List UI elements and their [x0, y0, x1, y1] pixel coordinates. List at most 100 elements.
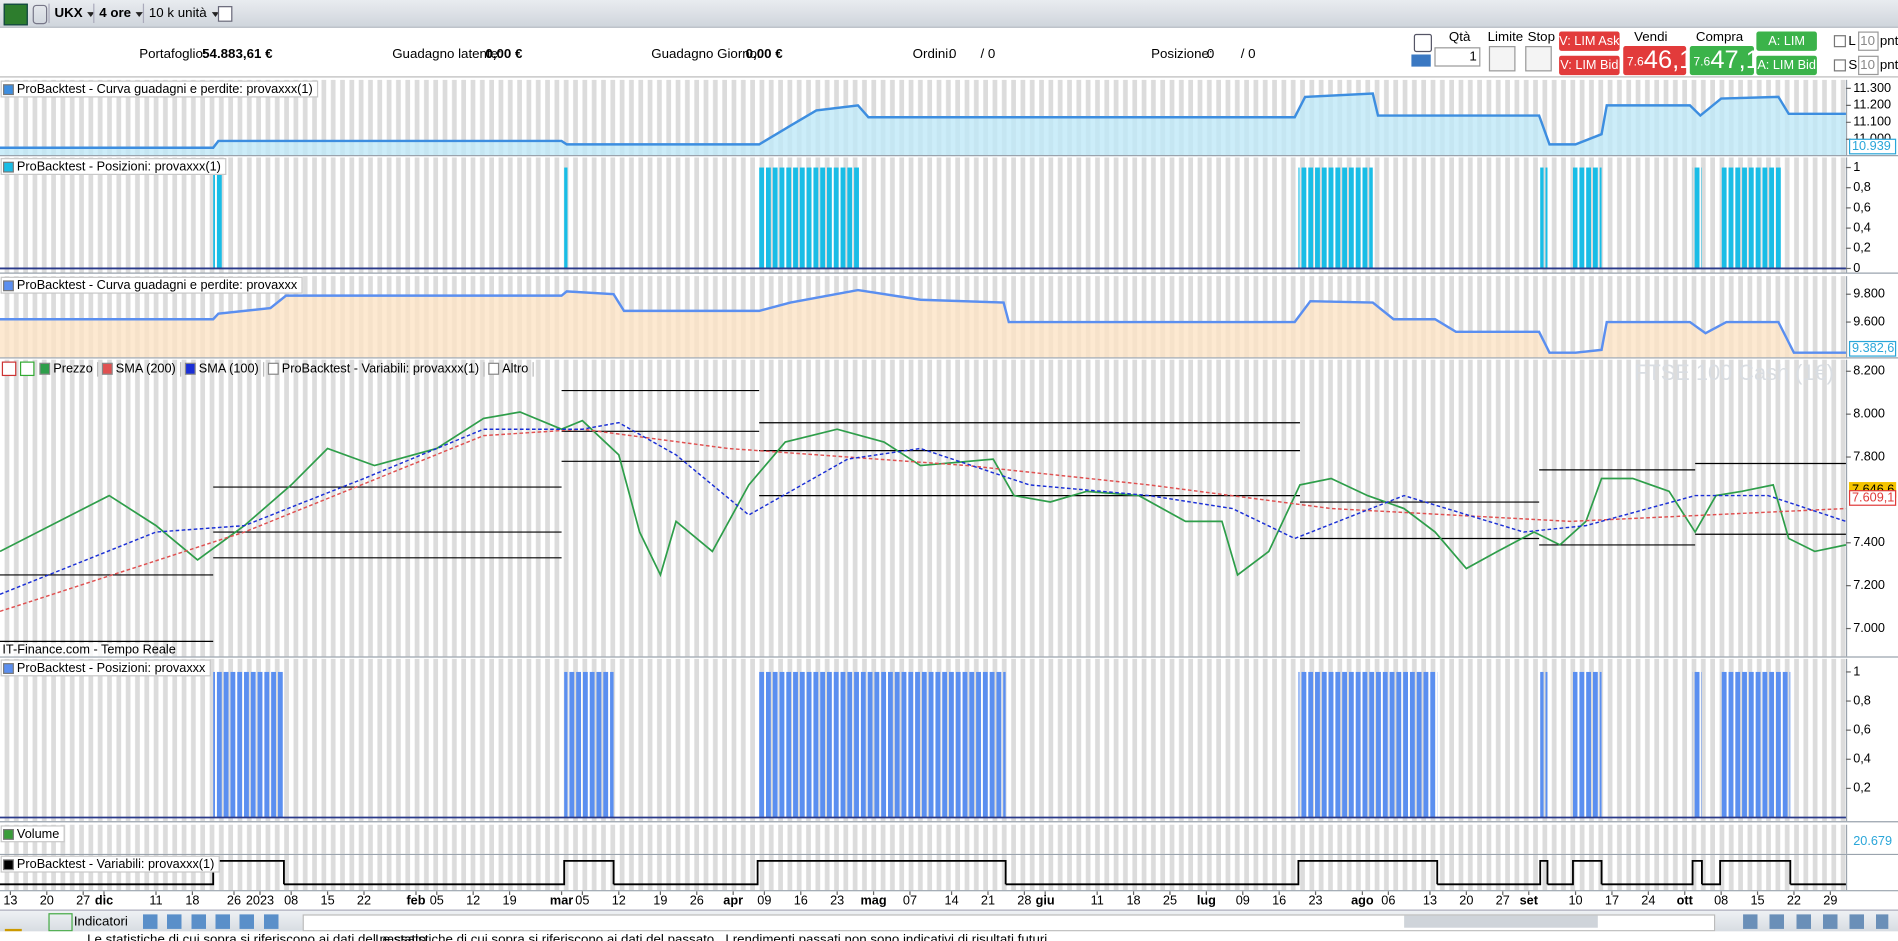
position-block: [1720, 167, 1781, 269]
long-checkbox[interactable]: [1833, 35, 1846, 48]
variable-step: [283, 859, 615, 886]
legend-swatch: [184, 362, 196, 375]
tool-icons[interactable]: [142, 914, 283, 929]
long-points[interactable]: 10: [1858, 31, 1879, 51]
indicator-icon[interactable]: [48, 913, 73, 932]
latent-value: 0,00 €: [485, 47, 523, 62]
legend-button: [19, 361, 35, 377]
x-tick-label: 27: [1496, 892, 1510, 907]
buy-ask-button[interactable]: A: LIM Ask: [1756, 31, 1817, 68]
x-tick-label: apr: [723, 892, 743, 907]
legend-swatch: [39, 362, 51, 375]
watermark: FTSE 100 Cash (1€): [1634, 360, 1834, 385]
sell-bid-button[interactable]: V: LIM Bid: [1559, 55, 1620, 76]
legend-swatch: [101, 362, 113, 375]
axis-background: [1845, 824, 1898, 854]
buy-price-prefix: 7.6: [1693, 55, 1711, 70]
timeframe-select[interactable]: 4 ore: [93, 3, 148, 24]
y-tick-label: 0,6: [1853, 722, 1871, 737]
y-tick-label: 1: [1853, 159, 1860, 174]
buy-bid-button[interactable]: A: LIM Bid: [1756, 55, 1817, 76]
y-tick-label: 0,8: [1853, 179, 1871, 194]
x-tick-label: feb: [406, 892, 425, 907]
current-label: 7.609,1: [1852, 489, 1894, 504]
sell-price-prefix: 7.6: [1626, 55, 1644, 70]
x-tick-label: 18: [185, 892, 199, 907]
position-block: [564, 167, 569, 269]
settings-icon[interactable]: [1413, 33, 1432, 53]
x-tick-label: 18: [1127, 892, 1141, 907]
legend-label: Prezzo: [53, 361, 93, 376]
day-label: Guadagno Giorno:: [651, 47, 761, 62]
x-tick-label: 13: [1423, 892, 1437, 907]
current-box: [1848, 490, 1897, 506]
legend-swatch: [488, 362, 500, 375]
x-tick-label: 05: [430, 892, 444, 907]
zoom-icons[interactable]: [1743, 914, 1889, 929]
axis-background: [1845, 157, 1898, 273]
indicators-button[interactable]: Indicatori: [73, 914, 128, 929]
y-tick-label: 0,4: [1853, 219, 1871, 234]
disclaimer-2: Le statistiche di cui sopra si riferisco…: [375, 932, 1048, 941]
stop-button[interactable]: [1525, 46, 1552, 72]
x-tick-label: giu: [1036, 892, 1055, 907]
x-tick-label: 11: [149, 892, 162, 907]
short-points[interactable]: 10: [1858, 55, 1879, 76]
x-tick-label: 12: [612, 892, 626, 907]
limit-label: Limite: [1487, 30, 1524, 45]
panel-title-box: [0, 158, 227, 176]
disclaimer-1: Le statistiche di cui sopra si riferisco…: [87, 932, 427, 941]
buy-price-button[interactable]: 7.6 47,1: [1689, 46, 1760, 76]
y-tick-label: 0,4: [1853, 751, 1871, 766]
source-bg: [0, 643, 151, 657]
panel-title-icon: [3, 161, 14, 173]
x-tick-label: 08: [284, 892, 298, 907]
long-label: L: [1848, 33, 1856, 49]
x-tick-label: 05: [575, 892, 589, 907]
scrollbar[interactable]: [302, 914, 1716, 932]
portfolio-label: Portafoglio:: [139, 47, 207, 62]
units-select[interactable]: 10 k unità: [142, 3, 224, 24]
position-total: / 0: [1240, 47, 1256, 62]
short-checkbox[interactable]: [1833, 59, 1846, 72]
x-tick-label: dic: [95, 892, 113, 907]
x-tick-label: 28: [1017, 892, 1031, 907]
qty-input[interactable]: 1: [1434, 47, 1481, 67]
window-buttons[interactable]: [1823, 5, 1891, 22]
y-tick-label: 7.800: [1853, 448, 1885, 463]
draw-tool[interactable]: [4, 914, 22, 932]
sell-price: 46,1: [1643, 46, 1694, 74]
current-label: 9.382,6: [1852, 340, 1894, 355]
y-tick-label: 8.000: [1853, 406, 1885, 421]
panel-title-icon: [3, 859, 14, 871]
variable-step: [1701, 859, 1792, 886]
position-block: [1572, 167, 1602, 269]
current-label: 10.939: [1852, 138, 1891, 153]
limit-button[interactable]: [1488, 46, 1516, 72]
variable-step: [1437, 859, 1549, 886]
link-icon[interactable]: [32, 4, 48, 25]
account-bar: Portafoglio: 54.883,61 € Guadagno latent…: [0, 27, 1898, 78]
symbol-select[interactable]: UKX: [48, 3, 99, 24]
x-axis-background: [0, 891, 1898, 910]
x-tick-label: 24: [1641, 892, 1655, 907]
x-tick-label: 19: [653, 892, 667, 907]
keyboard-icon[interactable]: [1411, 54, 1431, 67]
scroll-thumb[interactable]: [1404, 915, 1598, 928]
area-fill: [0, 290, 1846, 358]
short-unit: pnt: [1879, 58, 1898, 73]
axis-background: [1845, 658, 1898, 822]
x-tick-label: 25: [1163, 892, 1177, 907]
legend-label: Altro: [502, 361, 528, 376]
short-label: S: [1848, 58, 1858, 73]
source-label: IT-Finance.com - Tempo Reale: [2, 642, 175, 657]
sell-price-button[interactable]: 7.6 46,1: [1623, 46, 1693, 76]
x-tick-label: 22: [1787, 892, 1801, 907]
x-tick-label: 20: [1459, 892, 1473, 907]
position-block: [1298, 671, 1438, 818]
info-button[interactable]: [217, 6, 233, 22]
position-block: [1572, 671, 1602, 818]
x-tick-label: mar: [550, 892, 573, 907]
sell-ask-button[interactable]: V: LIM Ask: [1559, 31, 1620, 51]
